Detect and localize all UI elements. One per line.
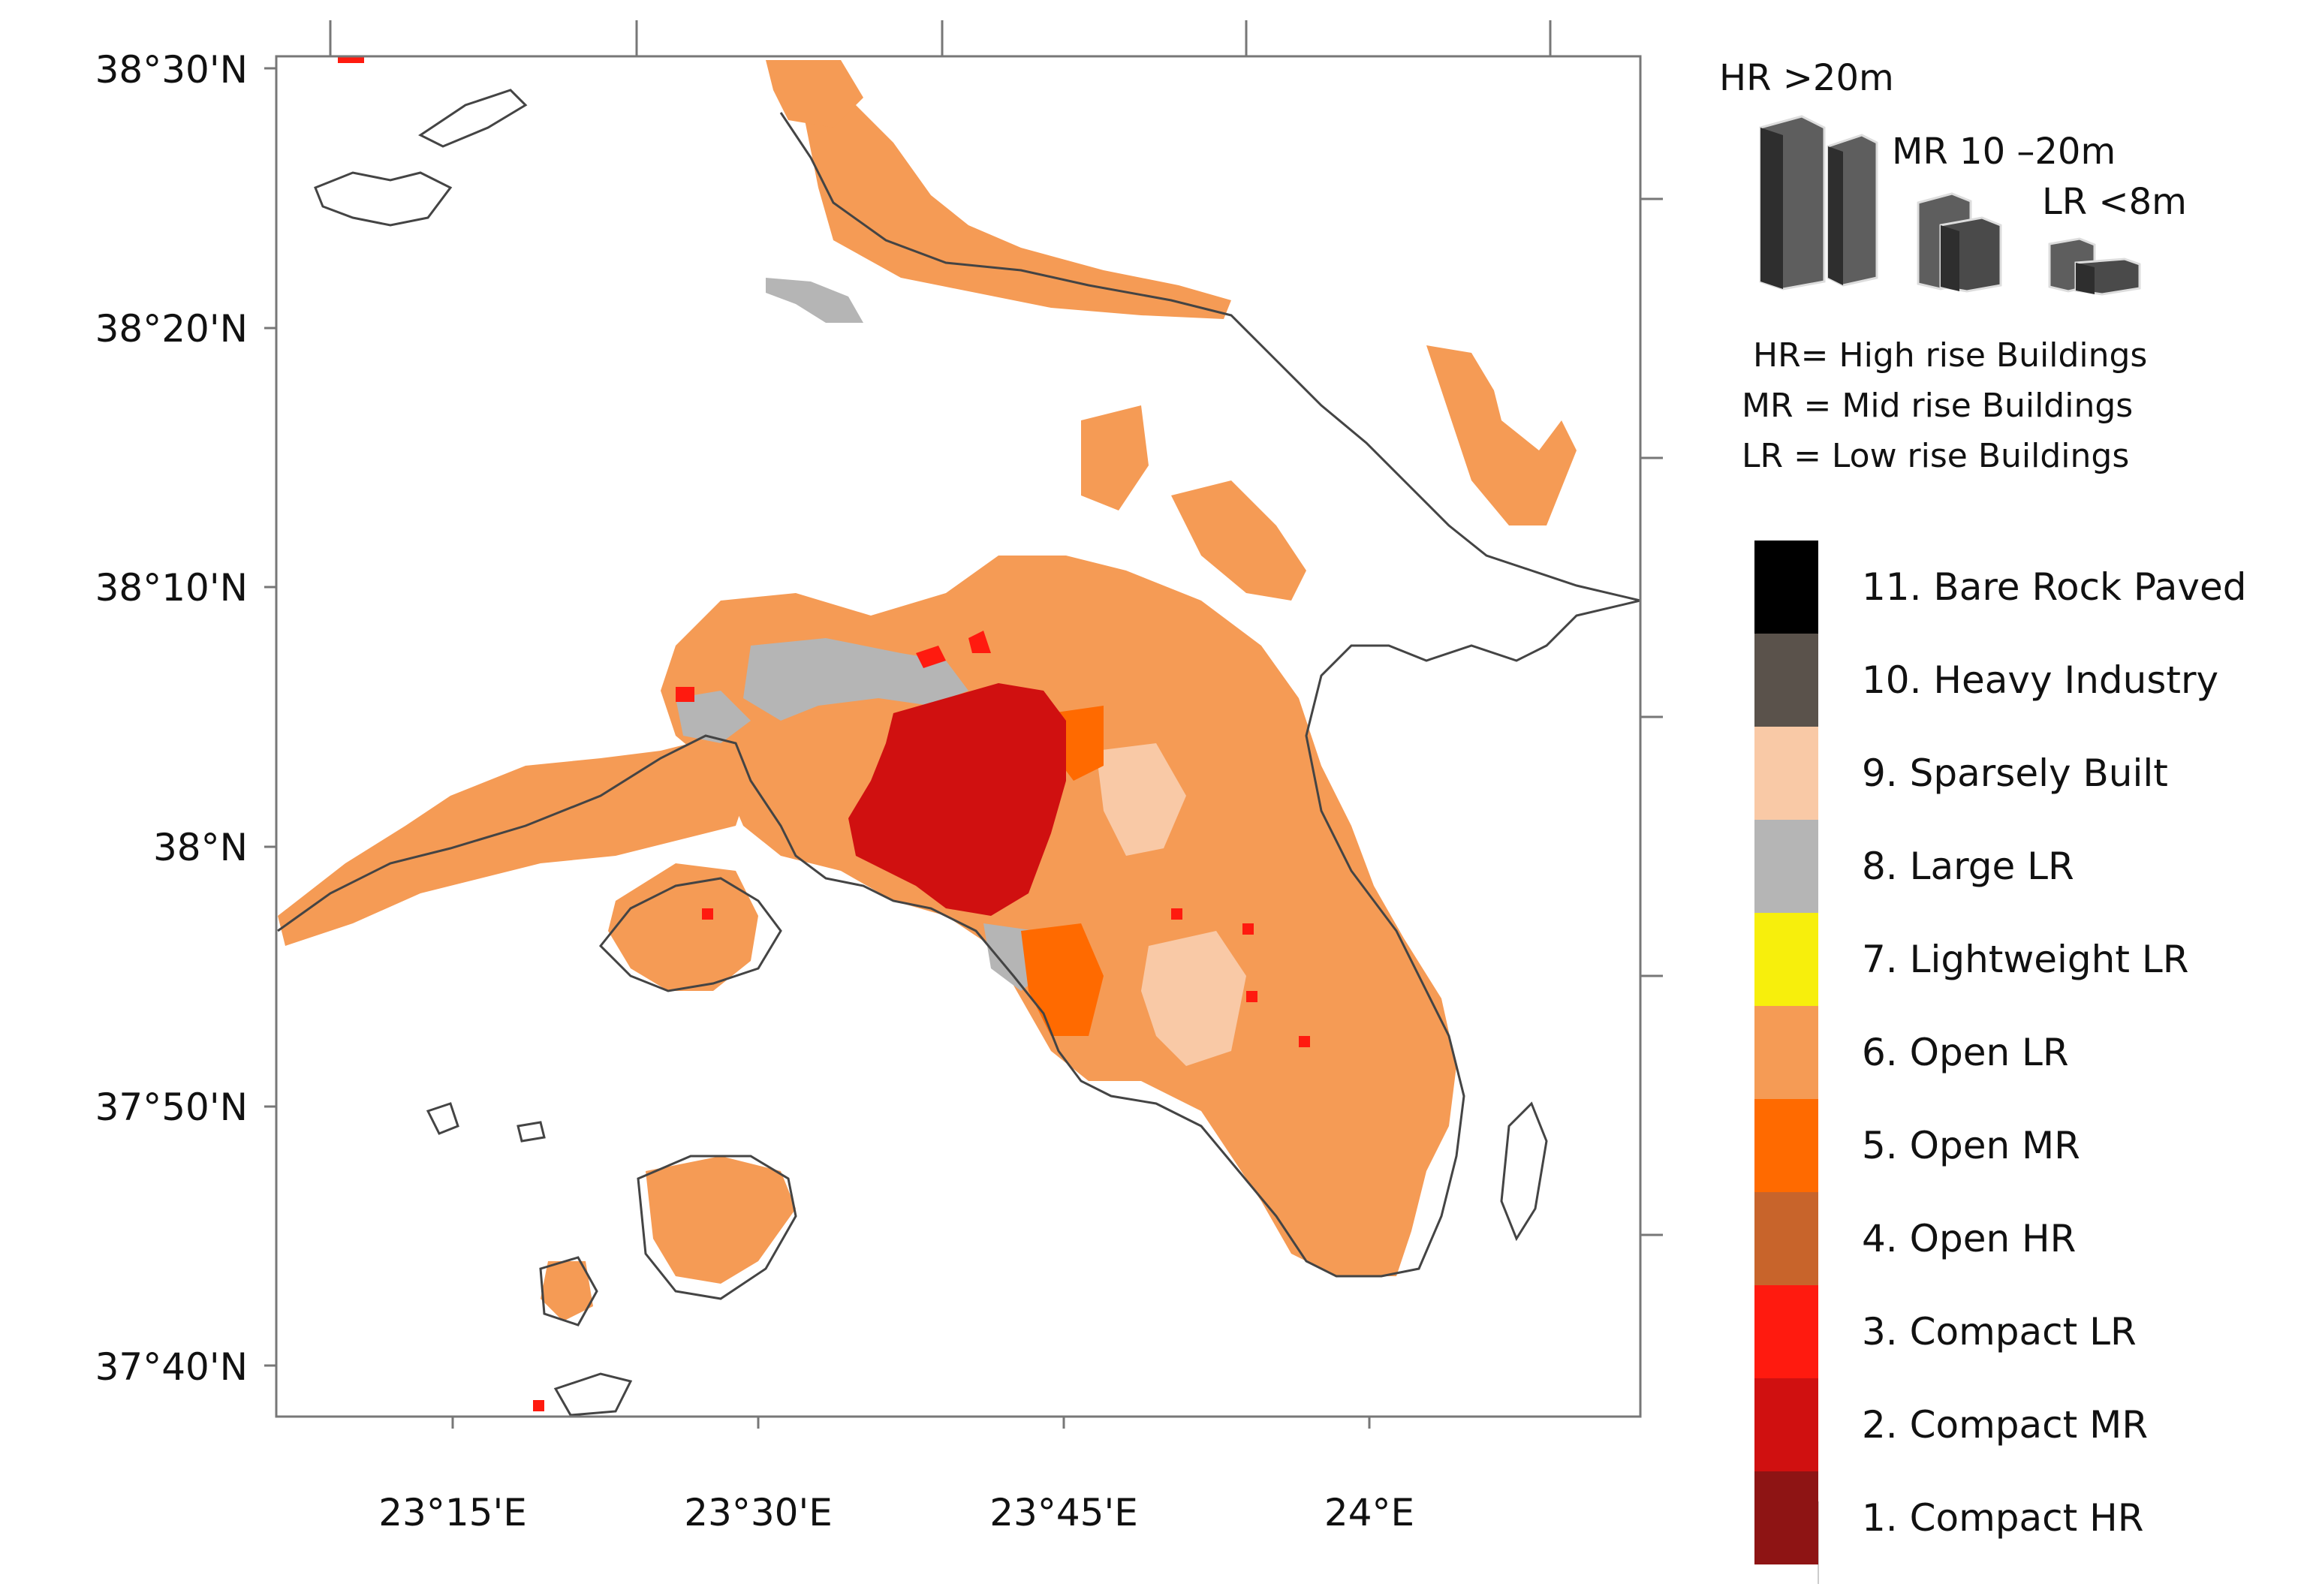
urban-zone-aegina <box>646 1156 796 1284</box>
legend-swatch <box>1754 1006 1818 1099</box>
legend-label: 10. Heavy Industry <box>1862 658 2218 702</box>
urban-zone-sparse-2 <box>1096 743 1186 856</box>
mr-height-label: MR 10 –20m <box>1892 131 2116 173</box>
legend-label: 11. Bare Rock Paved <box>1862 565 2247 609</box>
lat-tick-label: 38°10'N <box>95 566 248 610</box>
coastline-peninsula-nw <box>314 171 453 227</box>
legend-label: 6. Open LR <box>1862 1031 2069 1074</box>
definition-mr: MR = Mid rise Buildings <box>1742 387 2133 425</box>
coastline-south-east-island <box>1500 1101 1548 1242</box>
legend-swatch <box>1754 913 1818 1006</box>
coastline-islet-1 <box>426 1102 459 1135</box>
coastline-island-north <box>418 89 528 148</box>
lon-tick-label: 24°E <box>1324 1491 1414 1534</box>
coastline-aegina <box>637 1155 797 1300</box>
legend-label: 3. Compact LR <box>1862 1310 2137 1354</box>
legend-swatch <box>1754 727 1818 820</box>
lon-tick-labels: 23°15'E 23°30'E 23°45'E 24°E <box>378 1491 1414 1534</box>
legend-swatch <box>1754 634 1818 727</box>
legend-label: 7. Lightweight LR <box>1862 938 2188 981</box>
legend-swatch <box>1754 1192 1818 1285</box>
legend-swatch <box>1754 820 1818 913</box>
urban-zone-sparse <box>1141 931 1246 1066</box>
definition-lr: LR = Low rise Buildings <box>1742 437 2129 475</box>
coastlines <box>277 89 1640 1417</box>
map-frame <box>275 55 1642 1418</box>
hr-height-label: HR >20m <box>1719 57 1894 99</box>
legend-label: 8. Large LR <box>1862 845 2074 888</box>
legend-label: 9. Sparsely Built <box>1862 751 2168 795</box>
lat-tick-label: 37°50'N <box>95 1086 248 1129</box>
urban-class-legend: 11. Bare Rock Paved 10. Heavy Industry 9. … <box>1754 541 2247 1584</box>
legend-label: 2. Compact MR <box>1862 1403 2148 1447</box>
legend-swatch <box>1754 1099 1818 1192</box>
lon-tick-label: 23°45'E <box>989 1491 1138 1534</box>
legend-swatch <box>1754 1471 1818 1564</box>
urban-zone-large-lr-west <box>676 691 751 743</box>
legend-swatch <box>1754 1378 1818 1471</box>
legend-label: 5. Open MR <box>1862 1124 2080 1167</box>
coastline-poros <box>539 1256 598 1326</box>
coastline-attica <box>277 599 1640 1278</box>
urban-zone-bare-north <box>766 278 863 323</box>
building-height-key: HR >20m MR 10 –20m LR <8m HR= High rise … <box>1719 57 2187 475</box>
lr-height-label: LR <8m <box>2042 181 2187 223</box>
lat-tick-label: 38°N <box>153 826 248 869</box>
low-rise-building-icon <box>2048 237 2141 296</box>
urban-zone-athens-open-lr <box>661 556 1456 1276</box>
lat-ticks <box>264 20 1663 1429</box>
legend-swatch <box>1754 541 1818 634</box>
urban-zone-north-coast <box>803 105 1231 319</box>
urban-zone-far-east <box>1426 345 1577 525</box>
lat-tick-labels: 38°30'N 38°20'N 38°10'N 38°N 37°50'N 37°… <box>95 48 248 1389</box>
definition-hr: HR= High rise Buildings <box>1753 336 2147 375</box>
high-rise-building-icon <box>1759 115 1878 291</box>
coastline-south-island <box>553 1372 633 1417</box>
urban-zone-north-west <box>766 60 863 128</box>
legend-label: 1. Compact HR <box>1862 1496 2144 1540</box>
mid-rise-building-icon <box>1917 192 2002 293</box>
coastline-evia-gulf <box>779 112 1640 602</box>
lon-tick-label: 23°15'E <box>378 1491 527 1534</box>
coastline-salamina <box>598 877 782 992</box>
urban-zone-poros <box>541 1261 593 1321</box>
urban-zone-east-coast <box>1171 480 1306 601</box>
lat-tick-label: 38°20'N <box>95 307 248 351</box>
map-plot: 38°30'N 38°20'N 38°10'N 38°N 37°50'N 37°… <box>95 20 1663 1534</box>
urban-zone-large-lr <box>743 638 968 721</box>
land-cover-layer <box>278 57 1577 1411</box>
urban-zone-salamina <box>608 863 758 991</box>
urban-zone-north-inland <box>1081 405 1149 510</box>
urban-zone-compact-mr <box>848 683 1066 916</box>
legend-swatch <box>1754 1285 1818 1378</box>
legend-label: 4. Open HR <box>1862 1217 2076 1260</box>
lat-tick-label: 37°40'N <box>95 1345 248 1389</box>
urban-zone-west-coast <box>278 736 751 946</box>
lat-tick-label: 38°30'N <box>95 48 248 92</box>
coastline-islet-2 <box>517 1121 546 1143</box>
urban-zone-open-mr <box>1021 923 1104 1036</box>
lon-tick-label: 23°30'E <box>684 1491 833 1534</box>
